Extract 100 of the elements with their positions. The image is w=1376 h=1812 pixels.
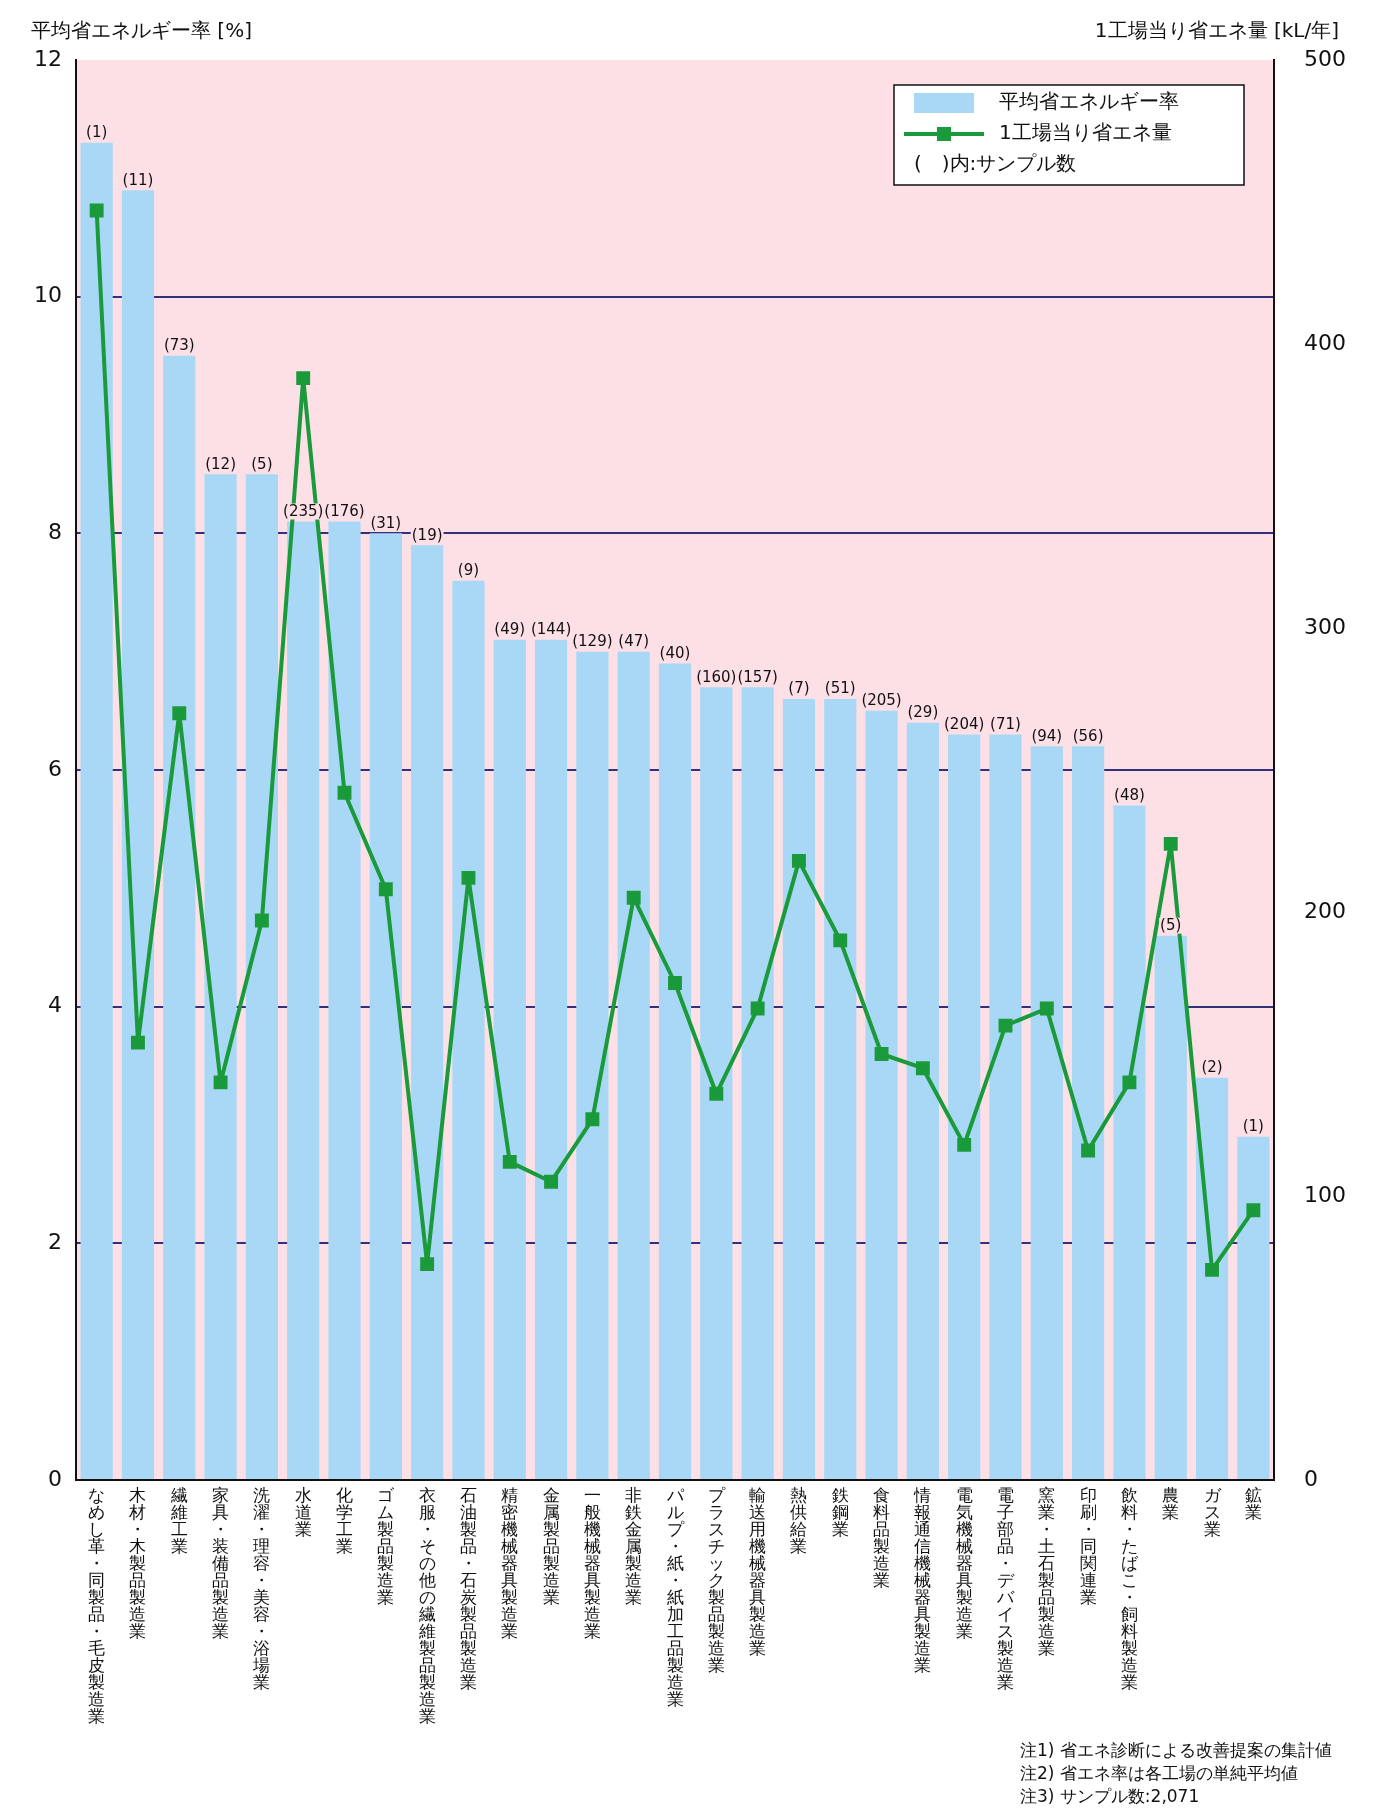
- x-tick-label: 繊維工業: [169, 1484, 188, 1556]
- bar: [1030, 746, 1063, 1479]
- point: [750, 1001, 765, 1016]
- point: [1205, 1262, 1219, 1277]
- point: [874, 1047, 889, 1061]
- annotation: (56): [1072, 726, 1104, 745]
- legend-label: 1工場当り省エネ量: [999, 120, 1172, 145]
- point: [915, 1061, 930, 1076]
- point: [1081, 1143, 1096, 1158]
- y-tick-label: 12: [33, 45, 62, 71]
- annotation: (31): [370, 513, 402, 532]
- text: 注2) 省エネ率は各工場の単純平均値: [1020, 1762, 1298, 1783]
- bar: [1237, 1136, 1270, 1479]
- bar: [782, 699, 816, 1479]
- x-tick-label: 水道業: [294, 1484, 312, 1539]
- point: [709, 1086, 724, 1101]
- x-tick-label: 非鉄金属製造業: [625, 1484, 643, 1607]
- y-tick-label: 0: [47, 1465, 62, 1491]
- annotation: (176): [324, 501, 365, 520]
- y-tick-label: 8: [47, 519, 62, 545]
- annotation: (205): [861, 691, 902, 710]
- annotation: (7): [788, 679, 810, 698]
- bar: [369, 533, 402, 1479]
- point: [131, 1035, 145, 1050]
- bar: [493, 639, 526, 1479]
- annotation: (129): [572, 632, 613, 651]
- bar: [452, 580, 485, 1479]
- point: [420, 1257, 435, 1272]
- bar: [411, 545, 444, 1479]
- annotation: (40): [659, 643, 691, 662]
- bar: [617, 651, 650, 1479]
- point: [998, 1018, 1013, 1033]
- bar: [576, 651, 609, 1479]
- x-tick-label: 鉱業: [1244, 1484, 1262, 1522]
- x-tick-label: ガス業: [1203, 1484, 1222, 1539]
- category-label: 飲料・たばこ・飼料製造業: [1120, 1484, 1138, 1692]
- y-axis-title: 平均省エネルギー率 [%]: [30, 18, 252, 43]
- bar: [865, 710, 898, 1479]
- bar: [1072, 746, 1105, 1479]
- bar: [700, 687, 733, 1479]
- category-label: 電子部品・デバイス製造業: [996, 1484, 1014, 1692]
- category-label: 石油製品・石炭製品製造業: [459, 1484, 477, 1692]
- bar: [80, 142, 113, 1479]
- annotation: (160): [696, 667, 737, 686]
- category-label: 一般機械器具製造業: [583, 1484, 601, 1641]
- category-label: 電気機械器具製造業: [955, 1484, 973, 1641]
- bar: [906, 722, 939, 1479]
- bar: [121, 190, 155, 1479]
- point: [957, 1137, 972, 1152]
- x-tick-label: 鉄鋼業: [831, 1484, 849, 1539]
- point: [833, 933, 848, 948]
- text: 注1) 省エネ診断による改善提案の集計値: [1020, 1739, 1332, 1760]
- category-label: 衣服・その他の繊維製品製造業: [418, 1484, 436, 1726]
- point: [89, 203, 104, 218]
- category-label: プラスチック製品製造業: [707, 1484, 725, 1675]
- category-label: 精密機械器具製造業: [501, 1484, 519, 1641]
- annotation: (5): [1160, 916, 1182, 935]
- point: [254, 913, 269, 928]
- point: [378, 882, 393, 897]
- point: [296, 371, 311, 386]
- bar: [204, 474, 237, 1479]
- bar: [328, 521, 361, 1479]
- point: [337, 785, 352, 800]
- category-label: なめし革・同製品・毛皮製造業: [88, 1484, 106, 1726]
- annotation: (235): [283, 501, 324, 520]
- text: 注3) サンプル数:2,071: [1020, 1785, 1200, 1806]
- bar: [948, 734, 981, 1479]
- bar: [1154, 935, 1187, 1479]
- y-tick-label: 10: [33, 282, 62, 308]
- point: [1163, 836, 1178, 851]
- x-tick-label: 熱供給業: [789, 1484, 808, 1556]
- category-label: 情報通信機械器具製造業: [914, 1484, 932, 1675]
- point: [544, 1174, 559, 1189]
- bar: [1195, 1077, 1229, 1479]
- annotation: (12): [205, 454, 236, 473]
- bar: [741, 687, 774, 1479]
- x-tick-label: 農業: [1162, 1484, 1180, 1522]
- bar: [534, 639, 568, 1479]
- annotation: (73): [163, 336, 195, 355]
- annotation: (48): [1114, 785, 1145, 804]
- y-tick-label: 4: [47, 992, 62, 1018]
- point: [1246, 1203, 1261, 1218]
- x-tick-label: 化学工業: [336, 1484, 354, 1556]
- point: [172, 706, 187, 721]
- point: [213, 1075, 228, 1090]
- y-tick-label: 6: [47, 755, 62, 781]
- annotation: (2): [1201, 1058, 1223, 1077]
- y2-tick-label: 400: [1304, 329, 1347, 355]
- y-tick-label: 2: [47, 1229, 62, 1255]
- y2-tick-label: 100: [1304, 1181, 1347, 1207]
- bar: [658, 663, 692, 1479]
- annotation: (9): [457, 561, 480, 580]
- category-label: 木材・木製品製造業: [129, 1484, 147, 1641]
- annotation: (47): [618, 632, 650, 651]
- y2-tick-label: 300: [1304, 613, 1347, 639]
- x-tick-label: 食料品製造業: [873, 1484, 891, 1590]
- point: [791, 853, 806, 868]
- point: [461, 870, 476, 885]
- bar: [163, 355, 196, 1479]
- annotation: (71): [990, 714, 1021, 733]
